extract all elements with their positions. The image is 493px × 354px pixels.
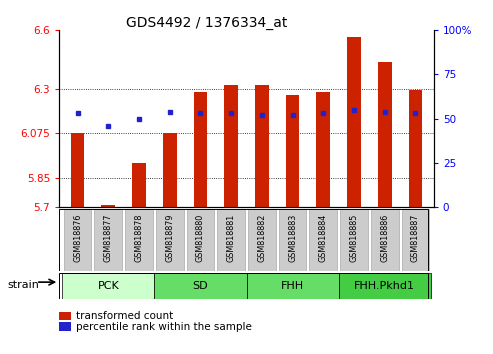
Bar <box>125 209 153 271</box>
Bar <box>285 95 299 207</box>
Text: FHH: FHH <box>281 281 304 291</box>
Bar <box>339 273 431 299</box>
Text: GSM818877: GSM818877 <box>104 214 113 262</box>
Text: GSM818886: GSM818886 <box>380 214 389 262</box>
Bar <box>187 209 214 271</box>
Bar <box>371 209 398 271</box>
Text: GSM818878: GSM818878 <box>135 214 143 262</box>
Bar <box>347 37 361 207</box>
Bar <box>70 133 84 207</box>
Bar <box>409 90 423 207</box>
Bar <box>95 209 122 271</box>
Text: percentile rank within the sample: percentile rank within the sample <box>76 322 252 332</box>
Text: GSM818883: GSM818883 <box>288 214 297 262</box>
Bar <box>163 133 176 207</box>
Text: GSM818880: GSM818880 <box>196 214 205 262</box>
Text: GDS4492 / 1376334_at: GDS4492 / 1376334_at <box>126 16 288 30</box>
Text: transformed count: transformed count <box>76 311 174 321</box>
Bar <box>217 209 245 271</box>
Text: GSM818881: GSM818881 <box>227 214 236 262</box>
Bar <box>224 85 238 207</box>
Bar <box>156 209 183 271</box>
Text: GSM818882: GSM818882 <box>257 214 266 262</box>
Bar <box>154 273 246 299</box>
Bar <box>310 209 337 271</box>
Bar <box>378 62 391 207</box>
Text: GSM818884: GSM818884 <box>319 214 328 262</box>
Bar <box>246 273 339 299</box>
Text: PCK: PCK <box>98 281 119 291</box>
Bar <box>62 273 154 299</box>
Bar <box>194 92 208 207</box>
Bar <box>340 209 368 271</box>
Bar <box>317 92 330 207</box>
Bar <box>102 205 115 207</box>
Bar <box>255 85 269 207</box>
Bar <box>64 209 91 271</box>
Bar <box>279 209 306 271</box>
Bar <box>132 163 146 207</box>
Bar <box>248 209 276 271</box>
Text: strain: strain <box>7 280 39 290</box>
Bar <box>402 209 429 271</box>
Text: GSM818879: GSM818879 <box>165 214 174 262</box>
Text: GSM818887: GSM818887 <box>411 214 420 262</box>
Text: SD: SD <box>193 281 208 291</box>
Text: GSM818885: GSM818885 <box>350 214 358 262</box>
Text: GSM818876: GSM818876 <box>73 214 82 262</box>
Text: FHH.Pkhd1: FHH.Pkhd1 <box>354 281 415 291</box>
